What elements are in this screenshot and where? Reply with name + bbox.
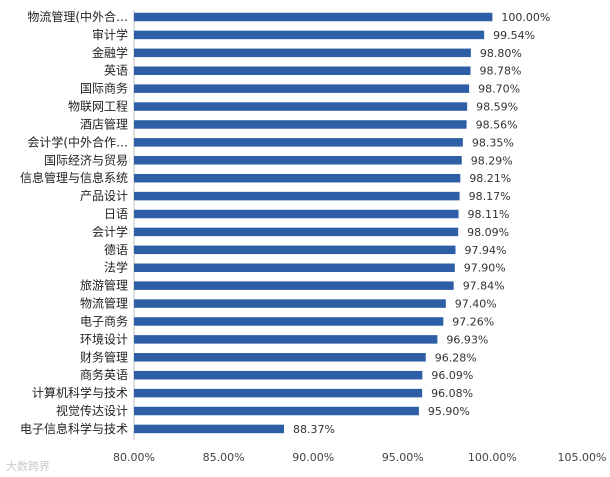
data-label: 88.37% (293, 423, 335, 436)
data-label: 97.40% (455, 298, 497, 311)
category-label: 环境设计 (80, 331, 128, 346)
bar (134, 424, 284, 434)
data-label: 98.56% (476, 118, 518, 131)
category-label: 会计学(中外合作… (27, 134, 128, 149)
data-label: 98.29% (471, 154, 513, 167)
category-label: 审计学 (92, 27, 128, 42)
bar (134, 191, 460, 201)
x-tick-label: 95.00% (382, 451, 424, 464)
category-label: 旅游管理 (80, 278, 128, 293)
x-tick-label: 80.00% (113, 451, 155, 464)
data-label: 98.21% (469, 172, 511, 185)
data-label: 96.08% (431, 387, 473, 400)
data-label: 96.09% (431, 369, 473, 382)
data-label: 98.17% (469, 190, 511, 203)
bar (134, 263, 455, 272)
x-tick-label: 105.00% (558, 451, 607, 464)
data-label: 98.78% (480, 65, 522, 78)
data-label: 99.54% (493, 29, 535, 42)
bar (134, 353, 426, 362)
bar (134, 209, 459, 219)
bar (134, 12, 493, 22)
data-label: 98.35% (472, 136, 514, 149)
bar (134, 48, 471, 58)
bar (134, 84, 470, 93)
category-label: 电子信息科学与技术 (20, 421, 128, 436)
bar (134, 173, 461, 183)
category-label: 酒店管理 (80, 116, 128, 131)
category-label: 金融学 (92, 45, 128, 60)
bar (134, 317, 444, 326)
category-label: 英语 (104, 64, 128, 78)
bar (134, 299, 446, 308)
category-label: 物联网工程 (68, 99, 128, 114)
bar (134, 227, 459, 237)
bar (134, 388, 423, 398)
data-label: 98.80% (480, 47, 522, 60)
bar (134, 138, 463, 147)
bar (134, 120, 467, 129)
category-label: 信息管理与信息系统 (20, 170, 128, 185)
x-tick-label: 85.00% (203, 451, 245, 464)
bar (134, 335, 438, 344)
data-label: 97.26% (452, 315, 494, 328)
bar (134, 102, 468, 111)
category-label: 计算机科学与技术 (32, 385, 128, 400)
bar (134, 406, 419, 416)
data-label: 100.00% (501, 11, 550, 24)
category-label: 视觉传达设计 (56, 403, 128, 418)
category-label: 会计学 (92, 224, 128, 239)
data-label: 95.90% (428, 405, 470, 418)
category-label: 物流管理(中外合… (27, 9, 128, 24)
bar (134, 281, 454, 290)
data-label: 97.90% (464, 262, 506, 275)
x-tick-label: 100.00% (468, 451, 517, 464)
category-label: 国际经济与贸易 (44, 152, 128, 167)
bar (134, 245, 456, 255)
category-label: 日语 (104, 207, 128, 221)
category-label: 物流管理 (80, 296, 128, 311)
data-label: 98.59% (476, 101, 518, 114)
data-label: 97.84% (463, 280, 505, 293)
category-label: 财务管理 (80, 349, 128, 364)
category-label: 德语 (104, 242, 128, 257)
bar (134, 156, 462, 165)
category-label: 电子商务 (80, 313, 128, 328)
category-label: 产品设计 (80, 189, 128, 203)
data-label: 96.28% (435, 351, 477, 364)
category-label: 商务英语 (80, 367, 128, 382)
x-tick-label: 90.00% (292, 451, 334, 464)
category-label: 法学 (104, 260, 128, 275)
bar (134, 370, 423, 380)
bar (134, 30, 485, 40)
data-label: 96.93% (446, 333, 488, 346)
bar (134, 66, 471, 75)
data-label: 98.09% (467, 226, 509, 239)
data-label: 98.11% (468, 208, 510, 221)
category-label: 国际商务 (80, 81, 128, 96)
data-label: 98.70% (478, 83, 520, 96)
watermark: 大数跨界 (6, 460, 50, 473)
data-label: 97.94% (464, 244, 506, 257)
